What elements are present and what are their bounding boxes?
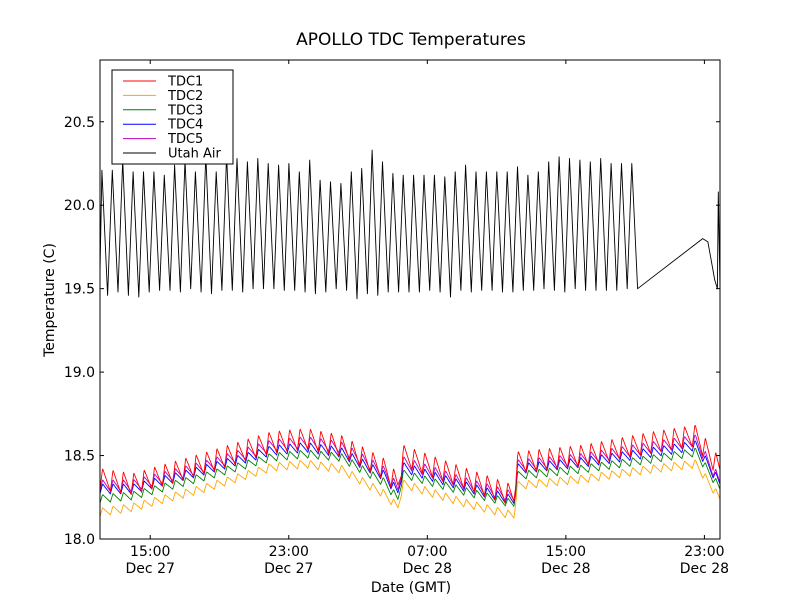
series-line-tdc1: [100, 424, 720, 504]
x-tick-label-date: Dec 28: [403, 561, 452, 577]
y-axis-label: Temperature (C): [42, 243, 58, 358]
legend-label: TDC4: [167, 118, 203, 133]
series-line-tdc3: [100, 447, 720, 507]
x-tick-label-time: 15:00: [546, 544, 586, 560]
x-tick-label-date: Dec 27: [264, 561, 313, 577]
x-tick-label-date: Dec 27: [126, 561, 175, 577]
legend-label: TDC1: [167, 75, 203, 90]
legend-box: [111, 69, 234, 165]
y-tick-label: 19.0: [64, 365, 95, 381]
x-tick-label-date: Dec 28: [541, 561, 590, 577]
legend-label: Utah Air: [168, 147, 221, 162]
legend-label: TDC2: [167, 89, 203, 104]
series-line-tdc2: [100, 459, 720, 519]
x-tick-label-time: 23:00: [684, 544, 724, 560]
x-tick-label-time: 07:00: [407, 544, 447, 560]
y-tick-label: 19.5: [64, 282, 95, 298]
series-layer: [100, 149, 720, 519]
y-tick-label: 18.5: [64, 449, 95, 465]
legend-label: TDC3: [167, 103, 203, 118]
x-tick-label-time: 15:00: [130, 544, 170, 560]
x-tick-label-time: 23:00: [269, 544, 309, 560]
y-tick-label: 20.5: [64, 115, 95, 131]
x-tick-label-date: Dec 28: [680, 561, 729, 577]
legend-label: TDC5: [167, 132, 203, 147]
series-line-tdc4: [100, 440, 720, 504]
y-tick-label: 20.0: [64, 198, 95, 214]
chart-title: APOLLO TDC Temperatures: [296, 30, 526, 50]
series-line-utah-air: [100, 149, 720, 300]
x-axis-label: Date (GMT): [371, 580, 451, 596]
axes-frame: [99, 59, 721, 540]
y-tick-label: 18.0: [64, 532, 95, 548]
